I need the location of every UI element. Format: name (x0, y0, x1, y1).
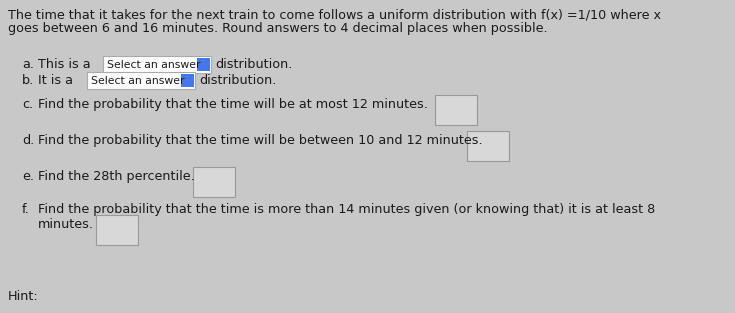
Text: goes between 6 and 16 minutes. Round answers to 4 decimal places when possible.: goes between 6 and 16 minutes. Round ans… (8, 22, 548, 35)
Text: b.: b. (22, 74, 35, 87)
Text: a.: a. (22, 58, 34, 71)
Text: Find the probability that the time is more than 14 minutes given (or knowing tha: Find the probability that the time is mo… (38, 203, 655, 216)
Text: minutes.: minutes. (38, 218, 94, 231)
Bar (193, 167, 235, 197)
Text: Hint:: Hint: (8, 290, 39, 303)
Text: f.: f. (22, 203, 29, 216)
Bar (96, 215, 138, 245)
Bar (435, 95, 477, 125)
Text: Find the probability that the time will be at most 12 minutes.: Find the probability that the time will … (38, 98, 428, 111)
Bar (87, 72, 195, 89)
Text: It is a: It is a (38, 74, 73, 87)
Text: Select an answer: Select an answer (107, 59, 201, 69)
Text: c.: c. (22, 98, 33, 111)
Text: distribution.: distribution. (215, 58, 293, 71)
Bar (467, 131, 509, 161)
Bar (103, 56, 211, 73)
Text: Select an answer: Select an answer (91, 75, 184, 85)
Bar (181, 74, 194, 87)
Text: e.: e. (22, 170, 34, 183)
Text: This is a: This is a (38, 58, 90, 71)
Text: Find the probability that the time will be between 10 and 12 minutes.: Find the probability that the time will … (38, 134, 483, 147)
Text: distribution.: distribution. (199, 74, 276, 87)
Text: d.: d. (22, 134, 35, 147)
Bar (197, 58, 210, 71)
Text: Find the 28th percentile.: Find the 28th percentile. (38, 170, 195, 183)
Text: The time that it takes for the next train to come follows a uniform distribution: The time that it takes for the next trai… (8, 8, 661, 21)
